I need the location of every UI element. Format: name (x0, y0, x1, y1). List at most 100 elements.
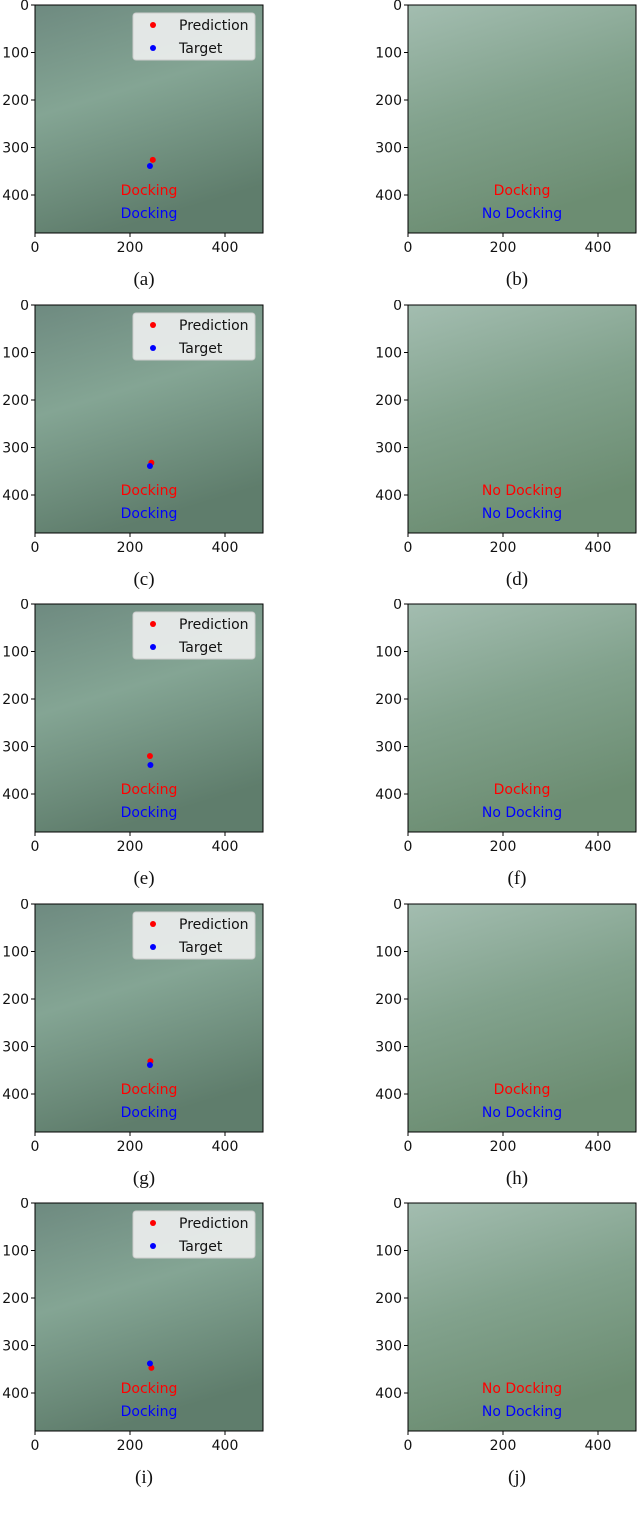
subfigure-caption: (c) (133, 568, 155, 590)
legend-target-label: Target (178, 940, 223, 956)
y-tick-label: 0 (20, 899, 29, 913)
x-tick-label: 0 (404, 540, 413, 556)
legend-target-marker (150, 644, 156, 650)
x-tick-label: 200 (117, 839, 144, 855)
x-tick-label: 0 (31, 240, 40, 256)
underwater-image (407, 304, 637, 533)
y-tick-label: 100 (2, 944, 29, 960)
subfigure-caption: (j) (508, 1467, 526, 1488)
y-tick-label: 100 (2, 46, 29, 62)
y-tick-label: 300 (375, 141, 402, 157)
subfigure-caption: (a) (133, 269, 155, 290)
y-tick-label: 200 (2, 692, 29, 708)
x-tick-label: 400 (212, 240, 239, 256)
subfigure-caption: (d) (505, 568, 529, 590)
y-tick-label: 0 (393, 1198, 402, 1212)
x-tick-label: 0 (31, 839, 40, 855)
y-tick-label: 100 (375, 46, 402, 62)
subplot-c: 0 100 200 300 400 0 200 400 Prediction Target Dock… (2, 300, 264, 556)
legend-prediction-label: Prediction (179, 1216, 249, 1232)
prediction-class-label: Docking (121, 1381, 178, 1397)
y-tick-label: 100 (2, 645, 29, 661)
y-tick-label: 0 (393, 599, 402, 613)
x-tick-label: 200 (117, 540, 144, 556)
x-tick-label: 200 (490, 540, 517, 556)
x-tick-label: 200 (490, 1139, 517, 1155)
legend-target-marker (150, 1243, 156, 1249)
legend (132, 312, 256, 360)
x-tick-label: 400 (212, 1139, 239, 1155)
x-tick-label: 200 (490, 839, 517, 855)
underwater-image (407, 603, 637, 833)
prediction-class-label: No Docking (482, 1381, 562, 1397)
y-tick-label: 0 (393, 899, 402, 913)
target-class-label: Docking (121, 206, 178, 222)
subfigure-caption: (e) (133, 868, 155, 889)
y-tick-label: 400 (375, 1386, 402, 1402)
legend (132, 1210, 256, 1259)
target-point (146, 163, 153, 170)
legend (132, 911, 256, 959)
y-tick-label: 100 (375, 645, 402, 661)
y-tick-label: 300 (375, 1339, 402, 1355)
subfigure-caption: (i) (135, 1467, 153, 1488)
target-class-label: Docking (121, 805, 178, 821)
prediction-class-label: No Docking (482, 483, 562, 499)
legend (132, 611, 256, 660)
target-class-label: No Docking (482, 805, 562, 821)
underwater-image (407, 4, 637, 234)
x-tick-label: 400 (585, 240, 612, 256)
target-class-label: No Docking (482, 506, 562, 522)
y-tick-label: 400 (2, 488, 29, 504)
y-tick-label: 100 (375, 944, 402, 960)
prediction-class-label: Docking (121, 483, 178, 499)
y-tick-label: 100 (2, 1244, 29, 1260)
target-class-label: Docking (121, 506, 178, 522)
x-tick-label: 0 (31, 1139, 40, 1155)
y-tick-label: 300 (2, 141, 29, 157)
y-tick-label: 300 (2, 740, 29, 756)
prediction-point (149, 156, 156, 163)
y-tick-label: 200 (2, 992, 29, 1008)
y-tick-label: 300 (2, 1039, 29, 1055)
target-class-label: Docking (121, 1404, 178, 1420)
y-tick-label: 0 (393, 0, 402, 14)
legend-target-marker (150, 344, 156, 351)
x-tick-label: 0 (31, 540, 40, 556)
subplot-g: 0 100 200 300 400 0 200 400 Prediction Target Dock… (2, 899, 264, 1155)
underwater-image (407, 1202, 637, 1432)
legend-prediction-marker (150, 1220, 156, 1226)
y-tick-label: 400 (375, 1087, 402, 1103)
subplot-i: 0 100 200 300 400 0 200 400 Prediction Target Dock… (2, 1198, 264, 1454)
prediction-class-label: Docking (494, 183, 551, 199)
legend-prediction-marker (150, 621, 156, 627)
y-tick-label: 200 (375, 1291, 402, 1307)
y-tick-label: 100 (375, 345, 402, 361)
x-tick-label: 400 (212, 839, 239, 855)
x-tick-label: 0 (404, 1139, 413, 1155)
subplot-h: 0 100 200 300 400 0 200 400 Docking No Docking (375, 899, 637, 1155)
y-tick-label: 300 (2, 440, 29, 456)
y-tick-label: 0 (393, 300, 402, 314)
x-tick-label: 400 (585, 1139, 612, 1155)
subplot-f: 0 100 200 300 400 0 200 400 Docking No Docking (375, 599, 637, 855)
legend-prediction-marker (150, 920, 156, 927)
x-tick-label: 200 (490, 1438, 517, 1454)
subfigure-caption: (f) (507, 868, 527, 889)
legend-prediction-marker (150, 22, 156, 28)
y-tick-label: 300 (375, 1039, 402, 1055)
subplot-d: 0 100 200 300 400 0 200 400 No Docking No Docking (375, 300, 637, 556)
y-tick-label: 400 (375, 787, 402, 803)
y-tick-label: 100 (2, 345, 29, 361)
y-tick-label: 200 (2, 1291, 29, 1307)
target-point (147, 762, 154, 769)
x-tick-label: 200 (490, 240, 517, 256)
y-tick-label: 400 (2, 787, 29, 803)
y-tick-label: 100 (375, 1244, 402, 1260)
y-tick-label: 400 (375, 188, 402, 204)
y-tick-label: 200 (2, 93, 29, 109)
subfigure-caption: (h) (505, 1167, 529, 1189)
prediction-class-label: Docking (121, 1082, 178, 1098)
x-tick-label: 0 (31, 1438, 40, 1454)
target-class-label: No Docking (482, 1105, 562, 1121)
